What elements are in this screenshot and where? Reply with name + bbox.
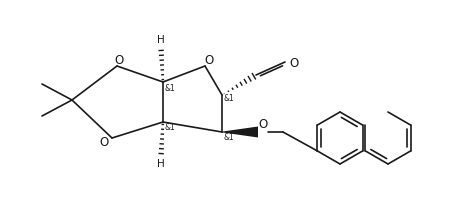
Text: O: O — [258, 118, 268, 131]
Text: &1: &1 — [224, 94, 234, 103]
Polygon shape — [222, 126, 258, 137]
Text: O: O — [114, 54, 124, 67]
Text: O: O — [204, 54, 213, 67]
Text: O: O — [290, 56, 299, 69]
Text: &1: &1 — [224, 133, 234, 143]
Text: H: H — [157, 159, 165, 169]
Text: &1: &1 — [165, 124, 175, 132]
Text: &1: &1 — [165, 83, 175, 92]
Text: H: H — [157, 35, 165, 45]
Text: O: O — [100, 137, 109, 150]
